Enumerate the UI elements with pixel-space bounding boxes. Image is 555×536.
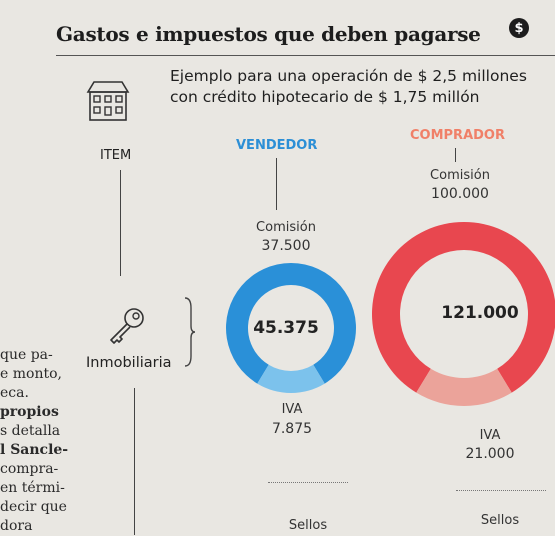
item-lower-line [134, 388, 135, 535]
side-line: eca. [0, 385, 29, 401]
vendedor-total-value: 45.375 [253, 318, 319, 338]
title-divider [56, 55, 555, 56]
side-article-text: que pa- e monto, eca. propios s detalla … [0, 346, 68, 536]
item-column-header: ITEM [100, 148, 132, 163]
side-line: que pa- [0, 347, 53, 363]
side-line: dora [0, 518, 33, 534]
vendedor-comision-value: 37.500 [261, 238, 311, 254]
subtitle-line-2: con crédito hipotecario de $ 1,75 millón [170, 88, 480, 106]
comprador-slice-iva [416, 368, 512, 406]
item-leader-line [120, 170, 121, 276]
inmobiliaria-label: Inmobiliaria [86, 355, 172, 371]
comprador-comision-value: 100.000 [431, 186, 489, 202]
vendedor-iva-label: IVA [281, 402, 303, 417]
comprador-iva-value: 21.000 [465, 446, 515, 462]
side-line: propios [0, 404, 59, 420]
comprador-total-value: 121.000 [441, 303, 519, 323]
subtitle: Ejemplo para una operación de $ 2,5 mill… [170, 66, 527, 108]
comprador-sellos-label: Sellos [480, 513, 520, 528]
vendedor-slice-iva [257, 364, 325, 393]
vendedor-sellos-label: Sellos [288, 518, 328, 533]
vendedor-leader-line [276, 158, 277, 210]
side-line: e monto, [0, 366, 62, 382]
key-icon [110, 308, 144, 344]
subtitle-line-1: Ejemplo para una operación de $ 2,5 mill… [170, 67, 527, 85]
house-icon [86, 81, 130, 121]
dollar-icon: $ [509, 18, 529, 38]
vendedor-divider [268, 482, 348, 483]
vendedor-iva-value: 7.875 [271, 421, 313, 437]
comprador-divider [456, 490, 546, 491]
comprador-column-header: COMPRADOR [410, 128, 505, 143]
comprador-iva-label: IVA [479, 428, 501, 443]
side-line: l Sancle- [0, 442, 69, 458]
comprador-comision-label: Comisión [430, 168, 490, 183]
comprador-slice-comisin [372, 221, 555, 393]
vendedor-comision-label: Comisión [256, 220, 316, 235]
side-line: en térmi- [0, 480, 65, 496]
side-line: s detalla [0, 423, 61, 439]
page-title: Gastos e impuestos que deben pagarse [56, 22, 481, 46]
brace-icon [184, 297, 196, 367]
comprador-leader-line [455, 148, 456, 162]
side-line: decir que [0, 499, 67, 515]
side-line: compra- [0, 461, 59, 477]
vendedor-column-header: VENDEDOR [236, 138, 318, 153]
vendedor-slice-comisin [226, 263, 356, 384]
